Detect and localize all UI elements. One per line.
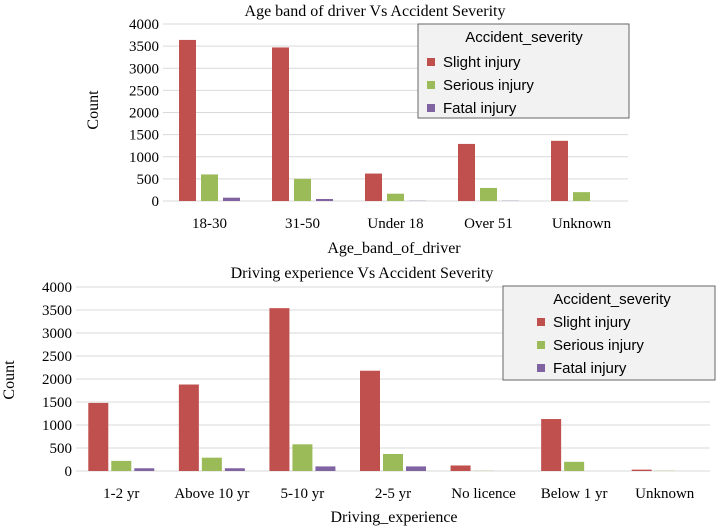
bar-1-2-yr-slight-injury	[88, 402, 109, 471]
legend-swatch-serious-injury	[537, 341, 545, 349]
bar-unknown-slight-injury	[631, 469, 652, 471]
bar-over-51-slight-injury	[458, 143, 475, 201]
y-tick-label: 1500	[129, 128, 159, 144]
x-tick-label: Unknown	[552, 216, 612, 232]
y-tick-label: 500	[50, 441, 73, 457]
bar-18-30-serious-injury	[201, 174, 218, 201]
legend-label-serious-injury: Serious injury	[443, 77, 534, 94]
bar-unknown-slight-injury	[551, 140, 568, 201]
x-tick-labels: 18-30 31-50 Under 18 Over 51 Unknown	[192, 216, 612, 232]
legend-swatch-serious-injury	[427, 81, 435, 89]
age-band-chart-svg: Age band of driver Vs Accident Severity …	[85, 3, 630, 257]
y-tick-label: 4000	[42, 280, 72, 296]
bar-above-10-yr-fatal-injury	[224, 468, 245, 471]
bar-2-5-yr-fatal-injury	[406, 466, 426, 471]
bars	[179, 39, 590, 202]
legend-swatch-fatal-injury	[427, 104, 435, 112]
x-tick-label: Above 10 yr	[174, 486, 249, 502]
x-tick-label: 31-50	[285, 216, 320, 232]
legend-swatch-slight-injury	[427, 58, 435, 66]
bar-unknown-serious-injury	[573, 192, 590, 201]
y-axis-title: Count	[1, 360, 18, 400]
x-tick-label: Over 51	[464, 216, 513, 232]
chart-title: Age band of driver Vs Accident Severity	[245, 3, 506, 20]
x-tick-label: 18-30	[192, 216, 227, 232]
bar-18-30-fatal-injury	[223, 197, 240, 201]
x-axis-title: Age_band_of_driver	[327, 240, 461, 257]
bar-5-10-yr-slight-injury	[269, 308, 290, 471]
driving-experience-chart-svg: Driving experience Vs Accident Severity …	[1, 265, 716, 526]
legend: Accident_severity Slight injury Serious i…	[502, 285, 716, 381]
gridlines	[163, 23, 628, 202]
legend-label-slight-injury: Slight injury	[443, 54, 521, 71]
x-tick-label: 2-5 yr	[375, 486, 411, 502]
y-tick-label: 3500	[42, 303, 72, 319]
bar-under-18-serious-injury	[387, 193, 404, 201]
bar-1-2-yr-fatal-injury	[134, 468, 155, 471]
bar-no-licence-slight-injury	[450, 465, 471, 471]
bar-above-10-yr-slight-injury	[178, 384, 199, 471]
legend-swatch-fatal-injury	[537, 364, 545, 372]
y-tick-label: 0	[152, 194, 160, 210]
y-tick-label: 2500	[42, 349, 72, 365]
bar-31-50-fatal-injury	[316, 199, 333, 201]
x-tick-label: Unknown	[635, 486, 695, 502]
y-tick-label: 4000	[129, 17, 159, 33]
x-tick-label: Below 1 yr	[541, 486, 608, 502]
y-tick-label: 0	[65, 464, 73, 480]
legend-label-serious-injury: Serious injury	[553, 337, 644, 354]
y-tick-label: 1000	[42, 418, 72, 434]
bar-18-30-slight-injury	[179, 39, 196, 202]
y-tick-label: 3000	[129, 61, 159, 77]
x-tick-label: Under 18	[367, 216, 423, 232]
y-tick-label: 500	[137, 172, 160, 188]
y-tick-label: 2000	[42, 372, 72, 388]
y-tick-label: 1000	[129, 150, 159, 166]
x-tick-label: 1-2 yr	[103, 486, 139, 502]
x-tick-labels: 1-2 yr Above 10 yr 5-10 yr 2-5 yr No licence…	[103, 486, 695, 502]
bar-over-51-serious-injury	[480, 187, 497, 201]
driving-experience-chart: Driving experience Vs Accident Severity …	[0, 262, 716, 529]
x-tick-label: 5-10 yr	[281, 486, 325, 502]
bar-2-5-yr-slight-injury	[360, 370, 380, 471]
legend-label-fatal-injury: Fatal injury	[443, 100, 517, 117]
legend: Accident_severity Slight injury Serious i…	[417, 23, 630, 119]
bar-above-10-yr-serious-injury	[201, 457, 222, 471]
legend-title: Accident_severity	[553, 291, 671, 308]
bar-2-5-yr-serious-injury	[383, 453, 403, 471]
bars	[88, 308, 675, 471]
x-axis-title: Driving_experience	[330, 509, 457, 526]
age-band-chart: Age band of driver Vs Accident Severity …	[0, 0, 716, 262]
y-tick-label: 2000	[129, 106, 159, 122]
bar-31-50-slight-injury	[272, 47, 289, 201]
chart-title: Driving experience Vs Accident Severity	[231, 265, 494, 282]
bar-5-10-yr-serious-injury	[292, 444, 313, 471]
y-tick-label: 3500	[129, 39, 159, 55]
bar-below-1-yr-serious-injury	[564, 461, 585, 471]
bar-31-50-serious-injury	[294, 178, 311, 201]
y-tick-label: 2500	[129, 83, 159, 99]
legend-box	[417, 23, 630, 119]
y-tick-label: 3000	[42, 326, 72, 342]
y-tick-labels: 0 500 1000 1500 2000 2500 3000 3500 4000	[129, 17, 159, 210]
legend-label-fatal-injury: Fatal injury	[553, 360, 627, 377]
x-tick-label: No licence	[451, 486, 516, 502]
bar-1-2-yr-serious-injury	[111, 460, 132, 471]
legend-swatch-slight-injury	[537, 318, 545, 326]
legend-label-slight-injury: Slight injury	[553, 314, 631, 331]
bar-below-1-yr-slight-injury	[541, 419, 562, 471]
bar-under-18-slight-injury	[365, 173, 382, 201]
y-axis-title: Count	[85, 90, 102, 130]
legend-title: Accident_severity	[465, 29, 583, 46]
y-tick-label: 1500	[42, 395, 72, 411]
bar-5-10-yr-fatal-injury	[315, 466, 336, 471]
y-tick-labels: 0 500 1000 1500 2000 2500 3000 3500 4000	[42, 280, 72, 480]
